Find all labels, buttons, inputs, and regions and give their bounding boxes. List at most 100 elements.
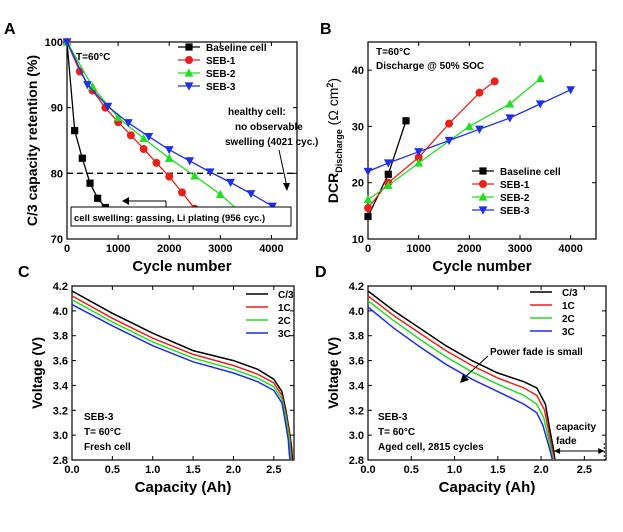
- panel-letter: B: [320, 21, 332, 38]
- y-tick-label: 3.4: [349, 380, 365, 392]
- y-tick-label: 2.8: [53, 455, 68, 467]
- x-tick-label: 0: [64, 243, 70, 255]
- series-line-1c: [71, 295, 293, 461]
- y-tick-label: 70: [51, 234, 63, 246]
- x-tick-label: 0.0: [360, 464, 375, 476]
- legend-label: SEB-2: [500, 193, 530, 204]
- panel-letter: A: [4, 21, 16, 38]
- legend-label: SEB-3: [500, 206, 530, 217]
- data-point: [445, 119, 454, 128]
- annotation-capacity-fade: capacity: [556, 422, 596, 433]
- data-point: [185, 157, 195, 166]
- data-point: [535, 73, 545, 83]
- y-tick-label: 3.2: [53, 405, 68, 417]
- panel-letter: D: [315, 264, 327, 281]
- data-point: [164, 146, 174, 155]
- annotation-temperature: T=60°C: [76, 52, 110, 63]
- data-point: [71, 127, 79, 135]
- data-point: [475, 88, 484, 97]
- legend-label: Baseline cell: [206, 43, 267, 54]
- annotation-box: [70, 206, 292, 227]
- data-point: [490, 77, 499, 86]
- capacity-fade-arrowhead: [598, 448, 605, 454]
- annotation-healthy: swelling (4021 cyc.): [225, 137, 318, 148]
- y-axis-label: Voltage (V): [29, 337, 45, 409]
- y-axis-label-part: ): [325, 78, 341, 83]
- y-axis-label-part: Discharge: [334, 129, 344, 173]
- x-tick-label: 1.5: [490, 464, 505, 476]
- x-tick-label: 0.0: [64, 464, 79, 476]
- legend-label: C/3: [278, 290, 294, 301]
- legend-label: 1C: [562, 301, 575, 312]
- annotation-cell: SEB-3: [84, 412, 114, 423]
- panel-b: B 0 1000 2000 3000 4000 10 20 30 40 Cycle number DC…: [320, 21, 597, 275]
- series-line-1c: [367, 295, 555, 461]
- data-point: [505, 99, 515, 108]
- y-tick-label: 3.0: [53, 430, 68, 442]
- legend-marker: [184, 68, 194, 77]
- data-point: [190, 171, 200, 180]
- data-point: [139, 133, 149, 143]
- data-point: [402, 117, 410, 125]
- x-tick-label: 2.5: [577, 464, 592, 476]
- data-point: [78, 154, 86, 162]
- legend-marker: [184, 82, 194, 91]
- x-tick-label: 2000: [157, 243, 181, 255]
- y-tick-label: 3.8: [53, 331, 68, 343]
- capacity-fade-arrowhead: [554, 448, 561, 454]
- data-point: [126, 131, 135, 140]
- y-tick-label: 3.8: [349, 331, 364, 343]
- y-axis-label: DCRDischarge (Ω cm2): [325, 78, 344, 203]
- data-point: [144, 132, 154, 142]
- annotation-temperature: T=60°C: [376, 47, 410, 58]
- plot-frame: [367, 41, 597, 240]
- x-tick-label: 3000: [208, 243, 232, 255]
- data-point: [535, 100, 545, 109]
- data-point: [205, 168, 215, 177]
- series-line-seb-3: [367, 89, 571, 173]
- y-tick-label: 3.6: [349, 356, 364, 368]
- y-axis-label: C/3 capacity retention (%): [24, 55, 40, 226]
- data-point: [464, 121, 474, 131]
- y-tick-label: 3.2: [349, 405, 364, 417]
- series-line-seb-2: [66, 41, 242, 214]
- plot-frame: [367, 285, 607, 461]
- annotation-condition: Discharge @ 50% SOC: [376, 61, 484, 72]
- plot-frame: [66, 41, 298, 240]
- data-point: [414, 148, 424, 157]
- annotation-swelling: cell swelling: gassing, Li plating (956 …: [74, 213, 265, 224]
- legend-marker: [479, 167, 487, 175]
- legend-marker: [185, 56, 193, 64]
- data-point: [103, 102, 113, 111]
- annotation-temperature: T= 60°C: [84, 427, 121, 438]
- annotation-state: Fresh cell: [84, 442, 131, 453]
- annotation-arrow: [463, 355, 489, 379]
- annotation-capacity-fade: fade: [556, 436, 577, 447]
- annotation-healthy: no observable: [235, 122, 303, 133]
- data-point: [215, 189, 225, 198]
- x-tick-label: 1.5: [185, 464, 200, 476]
- data-point: [113, 112, 123, 122]
- panel-c: C 0.0 0.5 1.0 1.5 2.0 2.5 2.8 3.0 3.2 3.4 3.6 3.8 4.0…: [18, 264, 295, 496]
- data-point: [383, 159, 393, 168]
- data-point: [363, 195, 373, 204]
- annotation-arrowhead: [283, 183, 290, 191]
- series-line-3c: [367, 306, 554, 461]
- x-tick-label: 2000: [457, 243, 481, 255]
- panel-letter: C: [18, 264, 30, 281]
- data-point: [566, 86, 576, 95]
- x-axis-label: Capacity (Ah): [135, 479, 232, 496]
- data-point: [384, 170, 392, 178]
- y-tick-label: 3.4: [53, 380, 69, 392]
- legend-label: C/3: [562, 288, 578, 299]
- legend-label: 2C: [278, 316, 291, 327]
- x-tick-label: 0: [365, 243, 371, 255]
- y-axis-label-part: DCR: [325, 173, 341, 203]
- panel-d: D 0.0 0.5 1.0 1.5 2.0 2.5 2.8 3.0 3.2 3.4 3.6 3.8 4.0…: [315, 264, 607, 496]
- data-point: [363, 167, 373, 177]
- annotation-arrowhead: [460, 374, 469, 383]
- x-axis-label: Capacity (Ah): [439, 479, 536, 496]
- legend-label: Baseline cell: [500, 167, 561, 178]
- x-tick-label: 4000: [558, 243, 582, 255]
